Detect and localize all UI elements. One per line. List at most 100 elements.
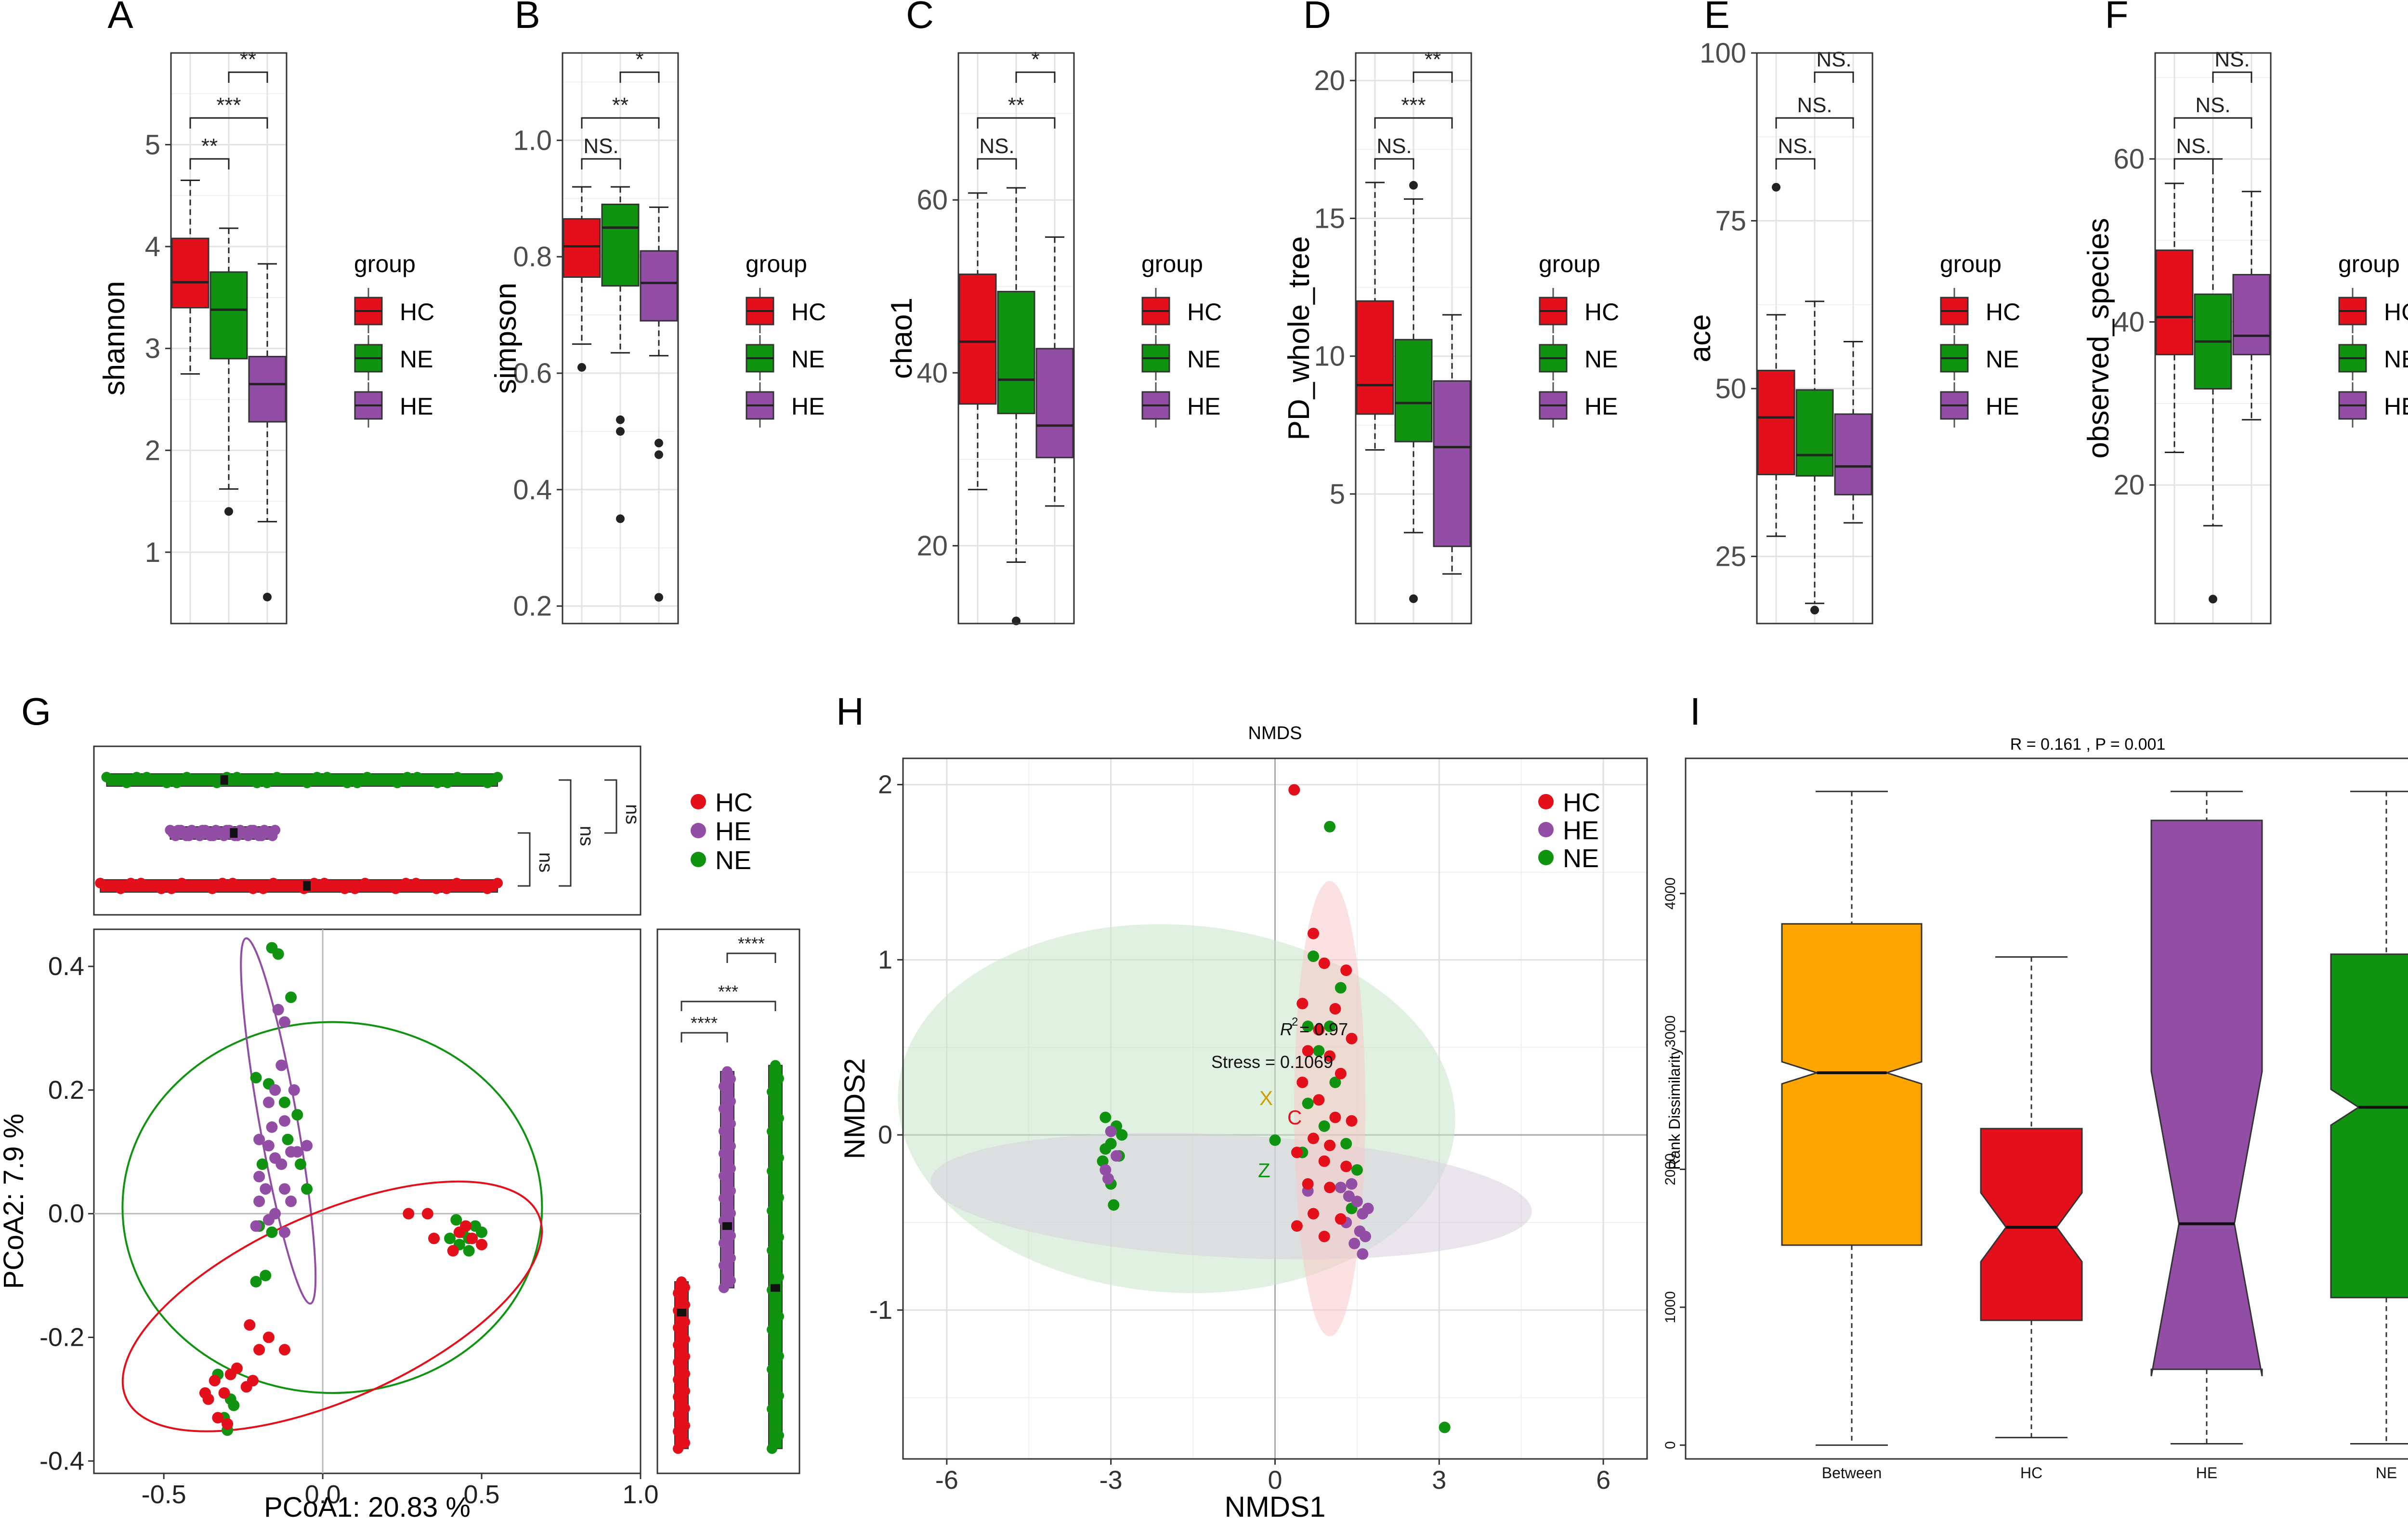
significance-label: NS. [1376, 134, 1412, 158]
legend-label: NE [400, 346, 433, 373]
y-axis-label: chao1 [885, 298, 918, 379]
panel-letter-a: A [107, 0, 133, 36]
point-he [275, 1158, 288, 1170]
point-ne [1116, 1129, 1128, 1141]
panel-letter-h: H [836, 690, 864, 733]
point-hc [1324, 1182, 1336, 1194]
y-tick-label: 4 [145, 231, 160, 262]
x-tick-label: 0 [1268, 1466, 1282, 1495]
significance-label: NS. [1797, 93, 1832, 117]
marginal-point [301, 778, 313, 788]
significance-label: *** [1401, 93, 1426, 117]
significance-label: ** [612, 93, 628, 117]
y-tick-label: 0.2 [48, 1076, 84, 1105]
marginal-point [725, 1230, 736, 1241]
marginal-point [773, 1271, 784, 1282]
box-hc [563, 218, 601, 278]
marginal-point [770, 1417, 781, 1428]
y-tick-label: 10 [1314, 341, 1345, 372]
point-hc [1296, 1076, 1309, 1088]
point-ne [1302, 1097, 1314, 1109]
significance-bracket [1374, 158, 1414, 169]
point-he [262, 1096, 275, 1108]
marginal-point [101, 772, 112, 782]
marginal-point [196, 881, 208, 891]
point-hc [1324, 1139, 1336, 1151]
marginal-bracket [681, 1001, 776, 1011]
point-he [278, 1226, 290, 1238]
marginal-point [245, 825, 256, 835]
marginal-point [451, 878, 462, 888]
marginal-point [382, 775, 393, 785]
legend-title: group [2338, 250, 2400, 277]
legend-label: HC [400, 299, 434, 325]
point-hc [212, 1412, 224, 1424]
outlier-point [1409, 181, 1418, 190]
point-ne [266, 1226, 278, 1238]
y-tick-label: -1 [869, 1296, 892, 1325]
marginal-point [329, 881, 340, 891]
marginal-point [135, 878, 146, 888]
marginal-point [680, 1437, 690, 1448]
outlier-point [616, 427, 625, 436]
marginal-point [441, 884, 452, 894]
marginal-point [770, 1179, 781, 1190]
marginal-point [471, 881, 483, 891]
marginal-point [115, 884, 126, 894]
outlier-point [263, 592, 272, 601]
marginal-sig-label: *** [718, 982, 738, 1002]
marginal-point [400, 878, 411, 888]
point-he [262, 1214, 275, 1226]
significance-bracket [228, 71, 268, 83]
marginal-point [231, 772, 242, 782]
y-tick-label: 60 [916, 184, 948, 216]
point-he [250, 1220, 262, 1232]
y-tick-label: 0.8 [513, 241, 552, 273]
marginal-point [773, 1430, 784, 1441]
y-tick-label: 0.4 [48, 952, 84, 981]
point-hc [1318, 1231, 1330, 1243]
significance-label: NS. [1778, 134, 1813, 158]
marginal-point [461, 881, 472, 891]
box-hc [2155, 249, 2194, 355]
marginal-point [166, 884, 177, 894]
point-he [301, 1140, 313, 1152]
marginal-point [432, 778, 443, 788]
marginal-point [105, 881, 116, 891]
marginal-point [725, 1185, 736, 1197]
significance-bracket [1413, 71, 1453, 83]
outlier-point [2209, 595, 2217, 604]
point-ne [285, 991, 297, 1003]
panel-letter-f: F [2105, 0, 2129, 36]
notched-box-between [1781, 923, 1923, 1246]
confidence-ellipse-ne [121, 1021, 543, 1394]
point-hc [1288, 784, 1300, 796]
point-hc [1313, 1094, 1325, 1106]
y-tick-label: 2000 [1662, 1153, 1678, 1185]
marginal-point [773, 1311, 784, 1322]
point-ne [282, 1133, 294, 1145]
x-tick-label: 6 [1596, 1466, 1610, 1495]
marginal-point [237, 828, 249, 838]
marginal-median [220, 775, 228, 785]
r2-value: = 0.97 [1299, 1019, 1348, 1039]
marginal-point [719, 1148, 729, 1159]
point-hc [1296, 998, 1309, 1010]
point-ne [463, 1245, 475, 1257]
marginal-sig-label: ns [535, 852, 556, 872]
y-tick-label: 3000 [1662, 1015, 1678, 1048]
marginal-point [773, 1351, 784, 1362]
marginal-point [221, 825, 232, 835]
marginal-point [131, 772, 142, 782]
marginal-point [402, 772, 413, 782]
legend-key-ne [691, 852, 706, 867]
marginal-sig-label: ns [576, 826, 597, 846]
point-hc [421, 1208, 433, 1220]
legend-label: HC [715, 788, 753, 817]
significance-label: *** [216, 93, 241, 117]
point-he [1343, 1190, 1355, 1202]
point-hc [1308, 1132, 1320, 1145]
significance-bracket [581, 117, 660, 129]
marginal-point [680, 1316, 690, 1327]
marginal-point [201, 775, 212, 785]
